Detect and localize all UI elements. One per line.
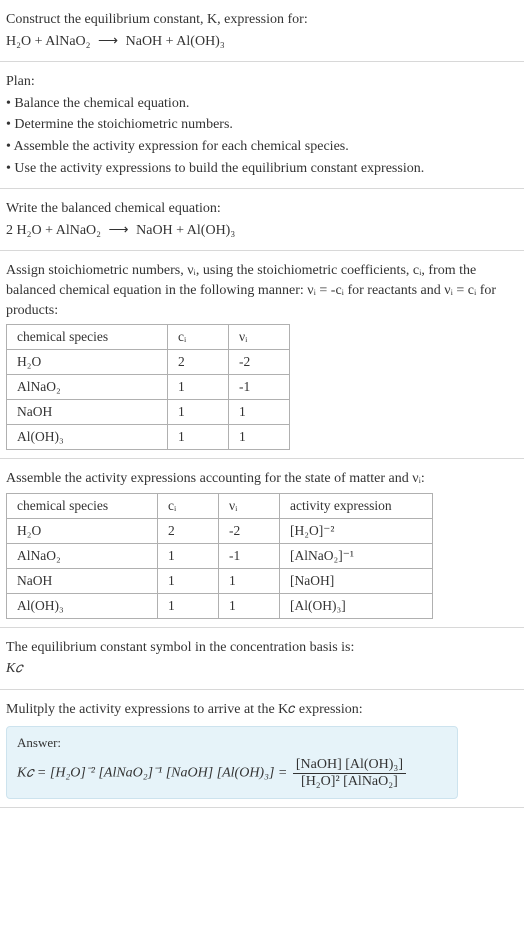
cell: -1	[229, 375, 290, 400]
col-ci: cᵢ	[158, 493, 219, 518]
answer-label: Answer:	[17, 735, 447, 751]
cell: 2	[158, 518, 219, 543]
assemble-table: chemical species cᵢ νᵢ activity expressi…	[6, 493, 433, 619]
answer-expression: K𝑐 = [H₂O]⁻² [AlNaO₂]⁻¹ [NaOH] [Al(OH)₃]…	[17, 757, 447, 790]
cell: 1	[168, 425, 229, 450]
plan-title: Plan:	[6, 72, 518, 92]
plan-item-0: • Balance the chemical equation.	[6, 94, 518, 114]
section-assign: Assign stoichiometric numbers, νᵢ, using…	[0, 251, 524, 459]
table-row: NaOH 1 1 [NaOH]	[7, 568, 433, 593]
table-row: Al(OH)₃ 1 1 [Al(OH)₃]	[7, 593, 433, 618]
balanced-eq-lhs: 2 H₂O + AlNaO₂	[6, 223, 101, 238]
table-row: NaOH 1 1	[7, 400, 290, 425]
symbol-text: The equilibrium constant symbol in the c…	[6, 638, 518, 658]
cell: 1	[168, 375, 229, 400]
cell: AlNaO₂	[7, 543, 158, 568]
col-activity: activity expression	[280, 493, 433, 518]
section-header: Construct the equilibrium constant, K, e…	[0, 0, 524, 62]
cell: 2	[168, 350, 229, 375]
answer-box: Answer: K𝑐 = [H₂O]⁻² [AlNaO₂]⁻¹ [NaOH] […	[6, 726, 458, 799]
section-balanced: Write the balanced chemical equation: 2 …	[0, 189, 524, 251]
answer-lhs: K𝑐 = [H₂O]⁻² [AlNaO₂]⁻¹ [NaOH] [Al(OH)₃]…	[17, 765, 291, 780]
cell: 1	[219, 593, 280, 618]
table-row: AlNaO₂ 1 -1 [AlNaO₂]⁻¹	[7, 543, 433, 568]
cell: [H₂O]⁻²	[280, 518, 433, 543]
header-line1: Construct the equilibrium constant, K, e…	[6, 10, 518, 30]
cell: [NaOH]	[280, 568, 433, 593]
cell: Al(OH)₃	[7, 425, 168, 450]
cell: 1	[158, 568, 219, 593]
table-row: AlNaO₂ 1 -1	[7, 375, 290, 400]
balanced-title: Write the balanced chemical equation:	[6, 199, 518, 219]
assemble-text: Assemble the activity expressions accoun…	[6, 469, 518, 489]
cell: 1	[219, 568, 280, 593]
cell: -2	[229, 350, 290, 375]
cell: 1	[229, 425, 290, 450]
fraction-numerator: [NaOH] [Al(OH)₃]	[293, 757, 406, 774]
cell: -1	[219, 543, 280, 568]
balanced-equation: 2 H₂O + AlNaO₂ ⟶ NaOH + Al(OH)₃	[6, 221, 518, 241]
cell: NaOH	[7, 400, 168, 425]
cell: 1	[229, 400, 290, 425]
cell: AlNaO₂	[7, 375, 168, 400]
cell: [Al(OH)₃]	[280, 593, 433, 618]
header-eq-lhs: H₂O + AlNaO₂	[6, 34, 91, 49]
fraction-denominator: [H₂O]² [AlNaO₂]	[293, 774, 406, 790]
cell: H₂O	[7, 518, 158, 543]
section-symbol: The equilibrium constant symbol in the c…	[0, 628, 524, 690]
col-vi: νᵢ	[219, 493, 280, 518]
cell: 1	[158, 593, 219, 618]
section-assemble: Assemble the activity expressions accoun…	[0, 459, 524, 628]
cell: -2	[219, 518, 280, 543]
assign-table: chemical species cᵢ νᵢ H₂O 2 -2 AlNaO₂ 1…	[6, 324, 290, 450]
arrow-icon: ⟶	[105, 223, 133, 238]
symbol-value: K𝑐	[6, 659, 518, 679]
col-species: chemical species	[7, 493, 158, 518]
table-header-row: chemical species cᵢ νᵢ	[7, 325, 290, 350]
header-eq-rhs: NaOH + Al(OH)₃	[126, 34, 225, 49]
section-multiply: Mulitply the activity expressions to arr…	[0, 690, 524, 808]
table-row: Al(OH)₃ 1 1	[7, 425, 290, 450]
table-row: H₂O 2 -2	[7, 350, 290, 375]
answer-fraction: [NaOH] [Al(OH)₃] [H₂O]² [AlNaO₂]	[293, 757, 406, 790]
header-equation: H₂O + AlNaO₂ ⟶ NaOH + Al(OH)₃	[6, 32, 518, 52]
plan-item-2: • Assemble the activity expression for e…	[6, 137, 518, 157]
plan-item-1: • Determine the stoichiometric numbers.	[6, 115, 518, 135]
balanced-eq-rhs: NaOH + Al(OH)₃	[136, 223, 235, 238]
col-species: chemical species	[7, 325, 168, 350]
table-row: H₂O 2 -2 [H₂O]⁻²	[7, 518, 433, 543]
table-header-row: chemical species cᵢ νᵢ activity expressi…	[7, 493, 433, 518]
plan-item-3: • Use the activity expressions to build …	[6, 159, 518, 179]
col-ci: cᵢ	[168, 325, 229, 350]
multiply-text: Mulitply the activity expressions to arr…	[6, 700, 518, 720]
cell: 1	[168, 400, 229, 425]
arrow-icon: ⟶	[94, 34, 122, 49]
cell: [AlNaO₂]⁻¹	[280, 543, 433, 568]
cell: Al(OH)₃	[7, 593, 158, 618]
cell: H₂O	[7, 350, 168, 375]
assign-text: Assign stoichiometric numbers, νᵢ, using…	[6, 261, 518, 320]
cell: 1	[158, 543, 219, 568]
section-plan: Plan: • Balance the chemical equation. •…	[0, 62, 524, 189]
cell: NaOH	[7, 568, 158, 593]
col-vi: νᵢ	[229, 325, 290, 350]
